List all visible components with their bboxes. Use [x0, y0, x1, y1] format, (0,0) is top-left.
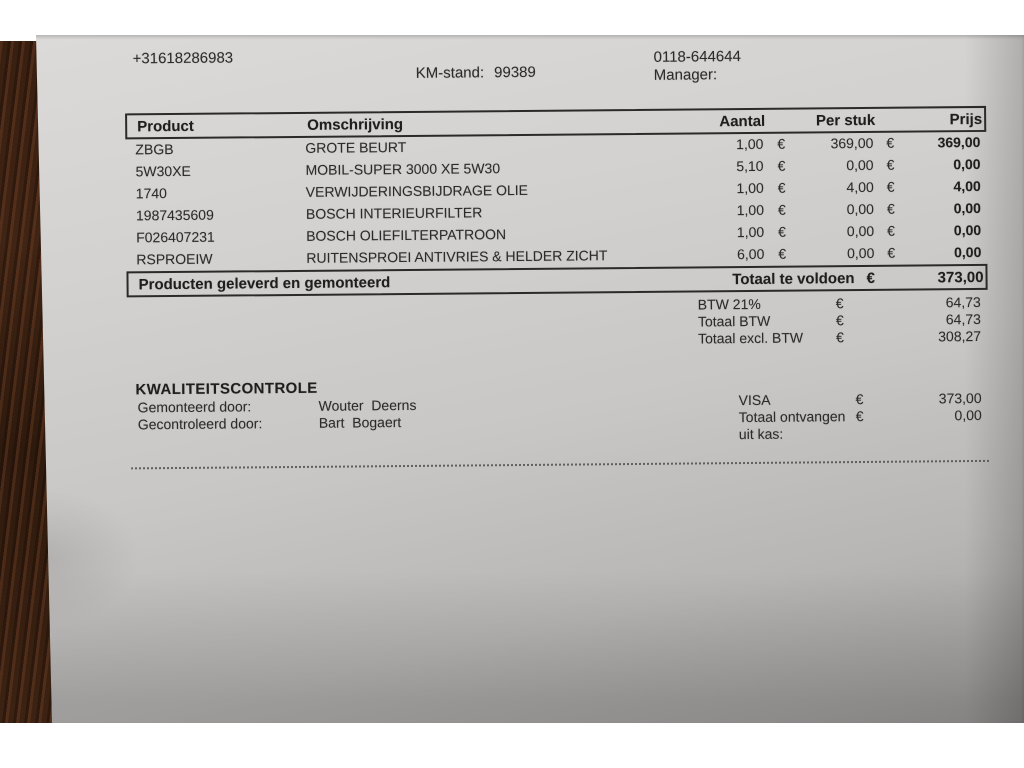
euro-sign: €	[886, 156, 895, 173]
total-box-caption: Producten geleverd en gemonteerd	[138, 274, 391, 294]
payment-value: 0,00	[954, 406, 982, 424]
euro-sign: €	[855, 391, 864, 408]
vat-label: Totaal excl. BTW	[697, 329, 804, 347]
quantity-value: 1,00	[736, 179, 764, 197]
euro-sign: €	[887, 222, 895, 239]
vat-value: 64,73	[945, 293, 981, 311]
column-header-aantal: Aantal	[719, 112, 766, 131]
invoice-content: ·······=········· · ····· Middelburg +31…	[0, 33, 1024, 723]
vat-label: BTW 21%	[697, 295, 761, 313]
invoice-photo: ·······=········· · ····· Middelburg +31…	[0, 33, 1024, 723]
unit-price-value: 0,00	[846, 156, 874, 174]
product-description: GROTE BEURT	[305, 138, 407, 156]
line-total-value: 0,00	[953, 221, 982, 239]
euro-sign: €	[835, 312, 844, 329]
euro-sign: €	[778, 223, 786, 240]
unit-price-value: 4,00	[846, 178, 874, 196]
euro-sign: €	[866, 269, 875, 287]
vat-value: 64,73	[945, 310, 981, 328]
payment-label: uit kas:	[738, 425, 784, 443]
product-description: BOSCH OLIEFILTERPATROON	[306, 226, 507, 244]
line-total-value: 0,00	[953, 199, 981, 217]
quantity-value: 1,00	[736, 135, 764, 153]
manager-label: Manager:	[653, 66, 718, 84]
payment-value: 373,00	[938, 389, 982, 407]
km-stand-line: KM-stand: 99389	[391, 47, 537, 99]
product-code: RSPROEIW	[136, 250, 213, 268]
km-stand-label: KM-stand:	[415, 64, 485, 82]
payment-label: Totaal ontvangen	[738, 408, 846, 426]
unit-price-value: 0,00	[846, 200, 875, 218]
total-due-value: 373,00	[937, 268, 984, 287]
unit-price-value: 369,00	[830, 134, 874, 152]
product-code: 5W30XE	[135, 162, 191, 180]
quantity-value: 1,00	[736, 201, 765, 219]
euro-sign: €	[886, 200, 895, 217]
clipped-text-fragment: ·······=·········	[132, 35, 252, 49]
euro-sign: €	[887, 244, 896, 261]
quantity-value: 6,00	[736, 245, 765, 263]
euro-sign: €	[835, 329, 844, 346]
product-description: MOBIL-SUPER 3000 XE 5W30	[305, 160, 501, 178]
euro-sign: €	[886, 178, 895, 195]
product-description: BOSCH INTERIEURFILTER	[305, 204, 483, 222]
dotted-separator-line	[131, 459, 990, 470]
line-total-value: 4,00	[953, 177, 981, 195]
line-total-value: 0,00	[953, 243, 982, 261]
quantity-value: 5,10	[736, 157, 764, 175]
total-box: Producten geleverd en gemonteerd Totaal …	[126, 263, 988, 298]
euro-sign: €	[855, 408, 864, 425]
column-header-omschrijving: Omschrijving	[307, 116, 404, 134]
euro-sign: €	[778, 245, 787, 262]
euro-sign: €	[777, 157, 786, 174]
euro-sign: €	[777, 201, 786, 218]
total-due-label: Totaal te voldoen	[732, 270, 855, 289]
product-code: F026407231	[136, 228, 215, 246]
phone-number-2: 0118-644644	[653, 48, 741, 66]
product-code: 1987435609	[135, 206, 214, 224]
euro-sign: €	[777, 135, 786, 152]
euro-sign: €	[835, 295, 844, 312]
product-code: ZBGB	[135, 141, 174, 158]
product-description: RUITENSPROEI ANTIVRIES & HELDER ZICHT	[306, 247, 608, 266]
payment-label: VISA	[738, 391, 771, 409]
euro-sign: €	[777, 179, 786, 196]
km-stand-value: 99389	[494, 63, 536, 82]
column-header-product: Product	[137, 117, 194, 136]
clipped-text-fragment: · ····· Middelburg	[647, 33, 807, 45]
line-total-value: 0,00	[953, 155, 981, 173]
phone-number: +31618286983	[132, 49, 234, 68]
vat-value: 308,27	[938, 327, 982, 345]
product-code: 1740	[135, 185, 167, 202]
quantity-value: 1,00	[736, 223, 765, 241]
column-header-per-stuk: Per stuk	[815, 111, 876, 130]
vat-label: Totaal BTW	[697, 312, 771, 330]
euro-sign: €	[886, 134, 895, 151]
unit-price-value: 0,00	[846, 244, 875, 262]
unit-price-value: 0,00	[846, 222, 875, 240]
product-description: VERWIJDERINGSBIJDRAGE OLIE	[305, 181, 529, 200]
invoice-paper	[36, 35, 1024, 723]
line-total-value: 369,00	[937, 133, 981, 151]
column-header-prijs: Prijs	[949, 110, 983, 129]
